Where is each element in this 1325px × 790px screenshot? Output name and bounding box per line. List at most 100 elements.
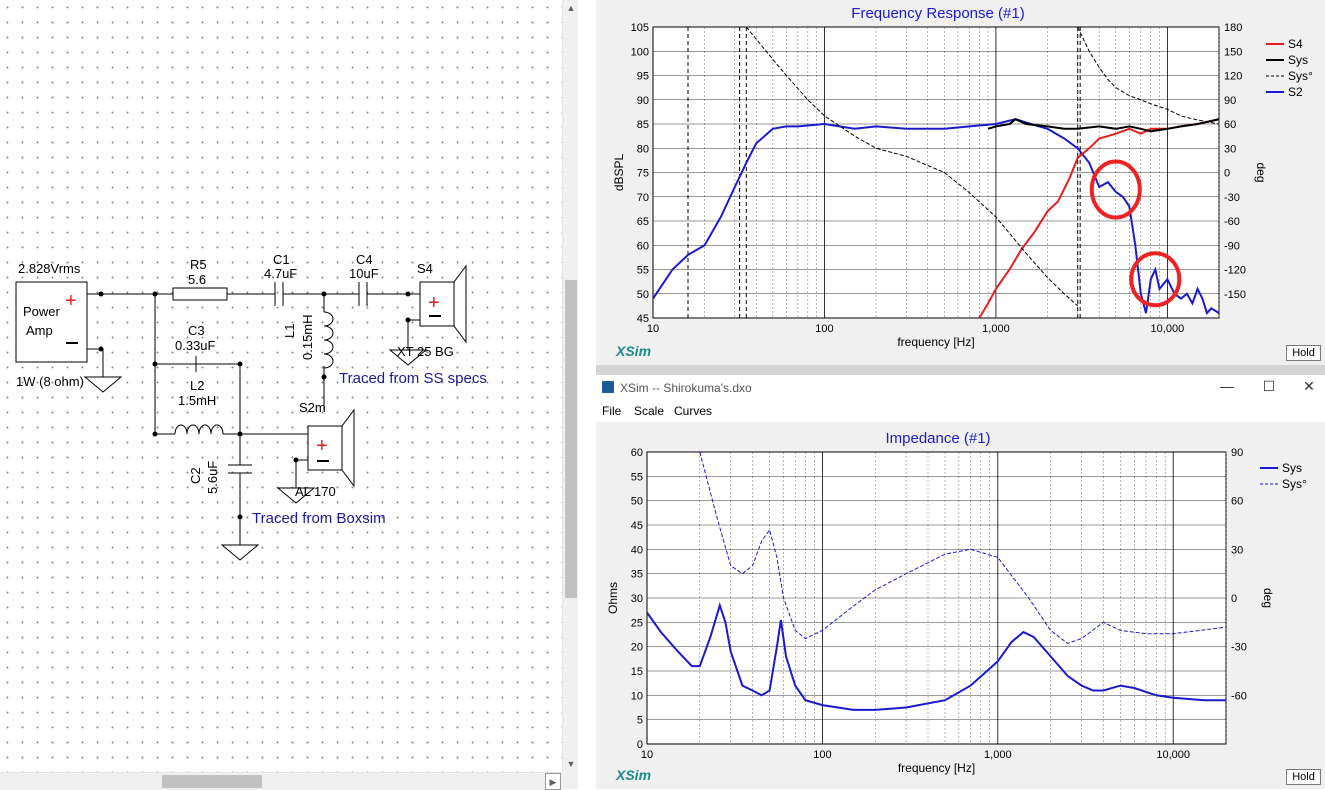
frequency-response-chart[interactable]: 4550556065707580859095100105-150-120-90-… — [596, 0, 1325, 365]
y2-axis-label: deg — [1254, 162, 1268, 182]
panel-separator — [596, 365, 1325, 375]
pane-gap — [578, 0, 596, 789]
legend-label: Sys — [1288, 53, 1308, 67]
impedance-chart[interactable]: 0 5 10 15 20 25 30 35 40 45 50 55 60 -60 -30 0 30 60 90 10 1… — [596, 422, 1325, 789]
app-icon — [602, 381, 614, 393]
l1-label: L1 — [282, 323, 297, 338]
annotation-circle — [1089, 159, 1142, 220]
r5-value: 5.6 — [188, 272, 207, 287]
y2-tick-label: -150 — [1224, 289, 1246, 301]
xsim-logo-2: XSim — [616, 767, 652, 783]
c1-value: 4.7uF — [264, 266, 298, 281]
y-tick-label: 80 — [637, 143, 649, 155]
vertical-scroll-thumb[interactable] — [565, 280, 577, 598]
y-tick-label: 55 — [631, 471, 643, 483]
schematic-horizontal-scrollbar[interactable]: ▶ — [0, 772, 562, 790]
l2-label: L2 — [190, 378, 205, 393]
y-tick-label: 100 — [631, 46, 649, 58]
c3-value: 0.33uF — [175, 338, 216, 353]
r5-label: R5 — [190, 257, 207, 272]
c4-value: 10uF — [349, 266, 379, 281]
y2-tick-label: 120 — [1224, 71, 1242, 83]
schematic-vertical-scrollbar[interactable]: ▲ ▼ — [562, 0, 579, 772]
scroll-down-arrow-icon[interactable]: ▼ — [563, 756, 579, 772]
impedance-window-titlebar[interactable]: XSim -- Shirokuma's.dxo — ☐ ✕ — [596, 375, 1325, 401]
y2-tick-label: 150 — [1224, 46, 1242, 58]
legend-label: S2 — [1288, 85, 1303, 99]
y-tick-label: 85 — [637, 119, 649, 131]
s2m-label: S2m — [299, 400, 326, 415]
amp-label-line1: Power — [23, 304, 60, 319]
c2-value: 5.6uF — [205, 460, 220, 494]
y-tick-label: 45 — [631, 520, 643, 532]
minimize-button[interactable]: — — [1220, 378, 1234, 394]
y-tick-label: 10 — [631, 690, 643, 702]
s2m-plus-sign: + — [316, 435, 328, 457]
x-tick-label: 10,000 — [1151, 323, 1185, 335]
y-tick-label: 35 — [631, 569, 643, 581]
y-tick-label: 90 — [637, 95, 649, 107]
r5-resistor — [172, 287, 228, 301]
scrollbar-corner — [562, 772, 578, 789]
y2-tick-label: -30 — [1224, 192, 1240, 204]
y2-tick-label: 30 — [1231, 544, 1243, 556]
c1-label: C1 — [273, 252, 290, 267]
y-tick-label: 40 — [631, 544, 643, 556]
hold-button[interactable]: Hold — [1286, 345, 1321, 361]
y-tick-label: 55 — [637, 265, 649, 277]
schematic-canvas[interactable]: + + + 2.828Vrms Power Amp 1W (8 ohm) R5 … — [0, 0, 578, 789]
y-tick-label: 15 — [631, 666, 643, 678]
series-line-sys-phase — [745, 27, 1079, 307]
x-tick-label: 10 — [641, 749, 653, 761]
series-line-sys-phase — [699, 452, 1226, 644]
traced-ss-note: Traced from SS specs — [339, 370, 487, 387]
y-axis-label: dBSPL — [612, 153, 626, 191]
scroll-right-arrow-icon[interactable]: ▶ — [545, 773, 561, 790]
y-axis-label: Ohms — [606, 582, 620, 614]
maximize-button[interactable]: ☐ — [1262, 378, 1276, 394]
y-tick-label: 45 — [637, 313, 649, 325]
y-tick-label: 95 — [637, 71, 649, 83]
s4-label: S4 — [417, 261, 433, 276]
vrms-label: 2.828Vrms — [18, 261, 81, 276]
y-tick-label: 25 — [631, 617, 643, 629]
y-tick-label: 60 — [631, 447, 643, 459]
y-tick-label: 75 — [637, 168, 649, 180]
legend-label: Sys° — [1282, 477, 1307, 491]
scroll-up-arrow-icon[interactable]: ▲ — [563, 0, 579, 16]
close-button[interactable]: ✕ — [1303, 378, 1315, 394]
y-tick-label: 65 — [637, 216, 649, 228]
traced-boxsim-note: Traced from Boxsim — [252, 510, 386, 527]
x-tick-label: 100 — [813, 749, 831, 761]
schematic-drawing: + + + — [15, 264, 467, 561]
y2-tick-label: -90 — [1224, 240, 1240, 252]
amp-plus-sign: + — [65, 290, 77, 312]
menu-scale[interactable]: Scale — [634, 404, 665, 418]
x-tick-label: 100 — [815, 323, 833, 335]
x-tick-label: 10,000 — [1156, 749, 1190, 761]
y2-tick-label: 90 — [1224, 95, 1236, 107]
l2-value: 1.5mH — [178, 393, 217, 408]
s4-plus-sign: + — [428, 292, 440, 314]
menu-curves[interactable]: Curves — [674, 404, 713, 418]
window-title: XSim -- Shirokuma's.dxo — [620, 381, 752, 395]
y2-tick-label: -60 — [1224, 216, 1240, 228]
hold-button-2[interactable]: Hold — [1286, 769, 1321, 785]
x-axis-label: frequency [Hz] — [898, 761, 975, 775]
al-model-label: AL 170 — [295, 484, 336, 499]
c3-label: C3 — [188, 323, 205, 338]
x-tick-label: 1,000 — [982, 323, 1010, 335]
xsim-logo: XSim — [616, 343, 652, 359]
menu-bar: File Scale Curves — [596, 401, 1325, 422]
amp-label-line2: Amp — [26, 323, 53, 338]
y2-tick-label: -120 — [1224, 265, 1246, 277]
y-tick-label: 60 — [637, 240, 649, 252]
horizontal-scroll-thumb[interactable] — [162, 775, 262, 788]
y-tick-label: 20 — [631, 642, 643, 654]
menu-file[interactable]: File — [602, 404, 622, 418]
y2-tick-label: 0 — [1224, 168, 1230, 180]
y2-tick-label: 90 — [1231, 447, 1243, 459]
y2-tick-label: 30 — [1224, 143, 1236, 155]
series-line-s2 — [653, 118, 1219, 316]
x-tick-label: 1,000 — [984, 749, 1012, 761]
